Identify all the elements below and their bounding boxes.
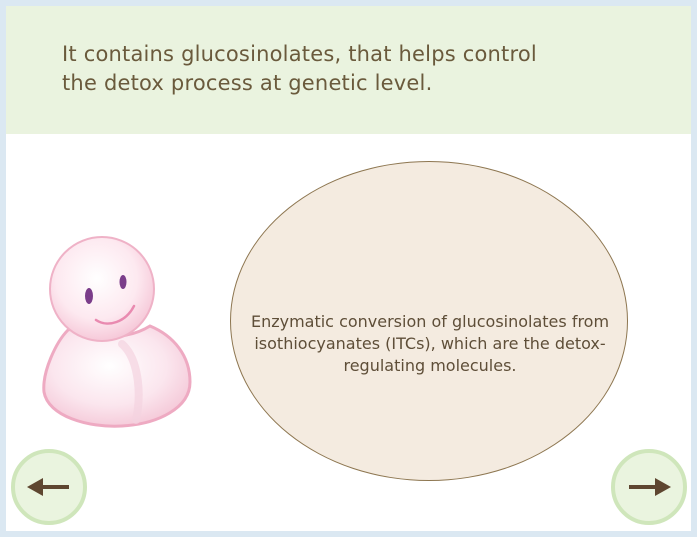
character-smile — [94, 304, 136, 325]
presenter-character — [42, 236, 192, 428]
statement-text: It contains glucosinolates, that helps c… — [62, 40, 622, 98]
character-left-eye — [85, 288, 93, 304]
arrow-right-icon — [629, 478, 671, 496]
character-right-eye — [119, 275, 127, 289]
arrow-left-icon — [27, 478, 69, 496]
character-head — [49, 236, 155, 342]
statement-line-1: It contains glucosinolates, that helps c… — [62, 42, 537, 66]
statement-panel — [6, 6, 691, 134]
back-button[interactable] — [11, 449, 87, 525]
explanation-bubble — [230, 161, 628, 481]
next-button[interactable] — [611, 449, 687, 525]
character-body — [42, 324, 192, 428]
statement-line-2: the detox process at genetic level. — [62, 71, 433, 95]
explanation-text: Enzymatic conversion of glucosinolates f… — [250, 312, 610, 375]
